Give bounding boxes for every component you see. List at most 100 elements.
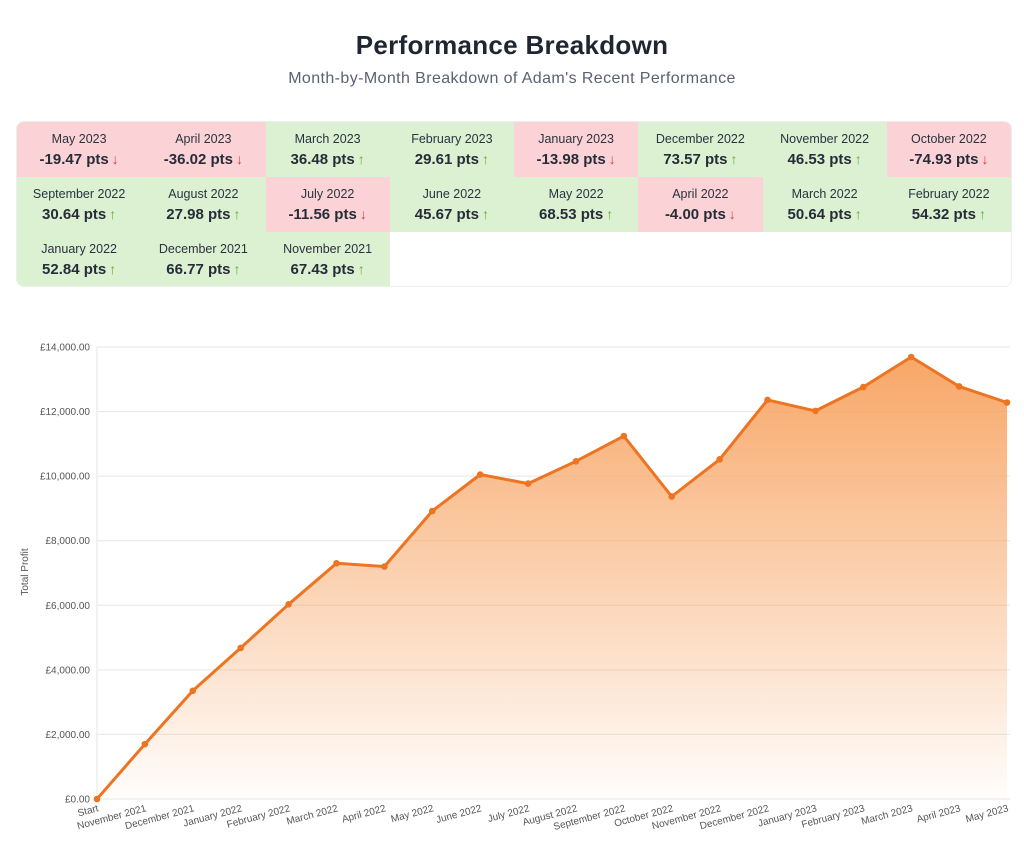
data-point [428,507,436,515]
month-cell: July 2022 -11.56 pts ↓ [265,177,390,232]
month-value-line: 46.53 pts ↑ [763,148,887,171]
month-label: August 2022 [168,187,239,201]
month-cell: January 2023 -13.98 pts ↓ [514,122,639,177]
x-tick-label: April 2023 [916,803,963,825]
month-label: March 2022 [791,187,858,201]
arrow-up-icon: ↑ [481,151,489,167]
x-tick-label: April 2022 [341,803,388,825]
arrow-up-icon: ↑ [109,206,117,222]
month-value: 45.67 pts [414,206,479,223]
month-label: September 2022 [32,187,126,201]
month-value: -13.98 pts [536,151,606,168]
arrow-up-icon: ↑ [730,151,738,167]
month-value-line: 27.98 pts ↑ [141,203,265,226]
arrow-up-icon: ↑ [854,151,862,167]
month-value: 67.43 pts [290,261,355,278]
data-point [812,407,819,415]
month-label: July 2022 [300,187,355,201]
data-point [620,432,628,440]
month-value: 29.61 pts [414,151,479,168]
data-point [189,687,197,695]
month-value-line: -36.02 pts ↓ [141,148,265,171]
month-value: -11.56 pts [288,206,357,223]
page-subtitle: Month-by-Month Breakdown of Adam's Recen… [288,70,736,87]
month-cell: May 2022 68.53 pts ↑ [514,177,639,232]
month-value-line: 50.64 pts ↑ [763,203,887,226]
breakdown-row: May 2023 -19.47 pts ↓ April 2023 -36.02 pts ↓… [17,122,1011,177]
data-point [907,353,915,361]
data-point [572,457,580,465]
month-label: January 2023 [538,132,614,146]
arrow-up-icon: ↑ [357,261,365,277]
y-tick-label: £6,000.00 [46,601,91,612]
month-value-line: -13.98 pts ↓ [514,148,638,171]
page-title: Performance Breakdown [355,30,669,60]
month-value-line: 73.57 pts ↑ [638,148,762,171]
month-cell: December 2022 73.57 pts ↑ [638,122,763,177]
month-value-line: 54.32 pts ↑ [887,203,1011,226]
month-value: 46.53 pts [787,151,852,168]
month-label: April 2023 [175,132,232,146]
data-point [381,563,388,570]
month-cell: November 2022 46.53 pts ↑ [762,122,887,177]
month-value: 68.53 pts [539,206,604,223]
monthly-breakdown-grid: May 2023 -19.47 pts ↓ April 2023 -36.02 pts ↓… [16,121,1012,287]
month-value: 30.64 pts [42,206,107,223]
data-point [716,456,723,463]
arrow-up-icon: ↑ [606,206,614,222]
month-value-line: -74.93 pts ↓ [887,148,1011,171]
y-tick-label: £14,000.00 [40,343,90,354]
data-point [860,383,867,391]
month-value-line: -4.00 pts ↓ [638,203,762,226]
arrow-up-icon: ↑ [233,206,241,222]
arrow-up-icon: ↑ [978,206,986,222]
y-tick-label: £4,000.00 [46,665,91,676]
month-cell: May 2023 -19.47 pts ↓ [17,122,142,177]
month-value: 27.98 pts [166,206,231,223]
month-value: 73.57 pts [663,151,728,168]
month-value-line: 45.67 pts ↑ [390,203,514,226]
month-cell: April 2023 -36.02 pts ↓ [141,122,266,177]
month-label: April 2022 [672,187,729,201]
month-value-line: 68.53 pts ↑ [514,203,638,226]
breakdown-row: January 2022 52.84 pts ↑ December 2021 66.77… [17,232,1011,286]
arrow-up-icon: ↑ [854,206,862,222]
profit-line [95,355,1008,800]
month-label: May 2023 [51,132,107,146]
month-value: 50.64 pts [787,206,852,223]
data-point [764,396,771,404]
month-value-line: 29.61 pts ↑ [390,148,514,171]
y-tick-label: £8,000.00 [46,536,91,547]
month-label: November 2022 [780,132,870,146]
data-point [141,740,149,748]
data-point [1003,399,1011,406]
data-point [524,480,532,487]
month-value-line: -19.47 pts ↓ [17,148,141,171]
month-label: February 2022 [908,187,990,201]
data-point [237,644,244,652]
month-label: December 2022 [655,132,745,146]
y-axis-ticks: £0.00 £2,000.00 £4,000.00 £6,000.00 £8,000.0… [40,343,90,806]
month-cell: February 2022 54.32 pts ↑ [886,177,1011,232]
month-cell: September 2022 30.64 pts ↑ [17,177,142,232]
month-value-line: 36.48 pts ↑ [266,148,390,171]
arrow-up-icon: ↑ [109,261,117,277]
month-cell: December 2021 66.77 pts ↑ [141,232,266,286]
month-value-line: 67.43 pts ↑ [266,258,390,281]
month-label: December 2021 [158,242,248,256]
y-tick-label: £2,000.00 [46,730,91,741]
month-cell: April 2022 -4.00 pts ↓ [638,177,763,232]
empty-cell [886,232,1011,286]
data-point [93,795,101,803]
month-label: November 2021 [283,242,373,256]
month-label: February 2023 [411,132,493,146]
arrow-up-icon: ↑ [233,261,241,277]
month-label: October 2022 [911,132,987,146]
month-cell: November 2021 67.43 pts ↑ [265,232,390,286]
arrow-up-icon: ↑ [357,151,365,167]
month-value: 66.77 pts [166,261,231,278]
y-tick-label: £10,000.00 [40,472,90,483]
empty-cell [389,232,514,286]
breakdown-row: September 2022 30.64 pts ↑ August 2022 27.98… [17,177,1011,232]
